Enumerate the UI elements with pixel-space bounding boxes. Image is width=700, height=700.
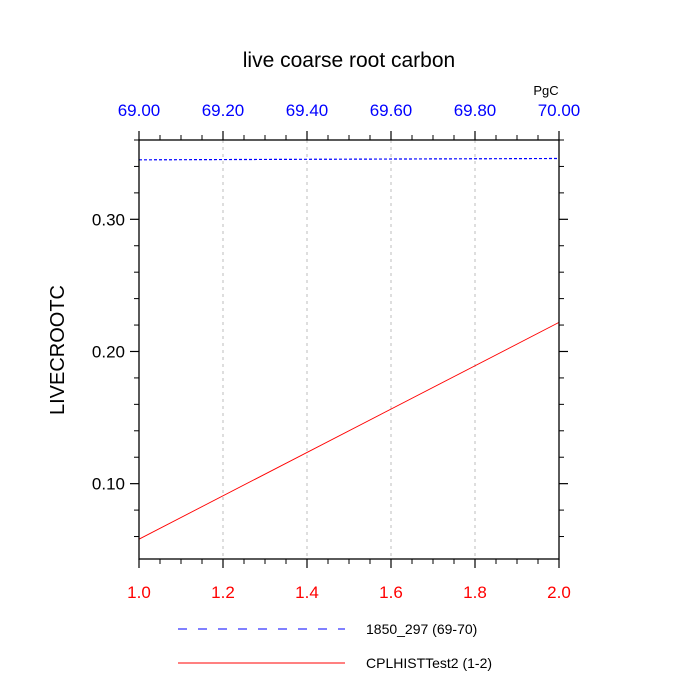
y-tick-label-0: 0.10	[92, 475, 125, 494]
top-tick-label-1: 69.20	[202, 101, 245, 120]
y-tick-label-2: 0.30	[92, 210, 125, 229]
series-line-1	[138, 322, 560, 540]
series-line-0	[138, 157, 560, 161]
legend-label-0: 1850_297 (69-70)	[366, 621, 477, 637]
axis-ticks	[130, 131, 568, 568]
plot-frame	[138, 139, 560, 560]
y-tick-label-1: 0.20	[92, 342, 125, 361]
bottom-tick-label-2: 1.4	[295, 583, 319, 602]
y-axis-label: LIVECROOTC	[47, 285, 69, 415]
chart-title: live coarse root carbon	[243, 49, 455, 72]
top-tick-label-4: 69.80	[454, 101, 497, 120]
legend-label-1: CPLHISTTest2 (1-2)	[366, 655, 492, 671]
top-tick-label-0: 69.00	[118, 101, 161, 120]
grid-lines	[222, 140, 476, 559]
bottom-tick-label-1: 1.2	[211, 583, 235, 602]
bottom-tick-label-3: 1.6	[379, 583, 403, 602]
tick-labels: 1.0 1.2 1.4 1.6 1.8 2.0 69.00 69.20 69.40 69.60 69…	[92, 101, 580, 602]
bottom-tick-label-5: 2.0	[547, 583, 571, 602]
top-tick-label-5: 70.00	[538, 101, 581, 120]
top-tick-label-3: 69.60	[370, 101, 413, 120]
top-axis-units-label: PgC	[533, 83, 558, 98]
bottom-tick-label-0: 1.0	[127, 583, 151, 602]
bottom-tick-label-4: 1.8	[463, 583, 487, 602]
series-lines	[138, 157, 560, 540]
top-tick-label-2: 69.40	[286, 101, 329, 120]
legend: 1850_297 (69-70) CPLHISTTest2 (1-2)	[178, 621, 492, 671]
